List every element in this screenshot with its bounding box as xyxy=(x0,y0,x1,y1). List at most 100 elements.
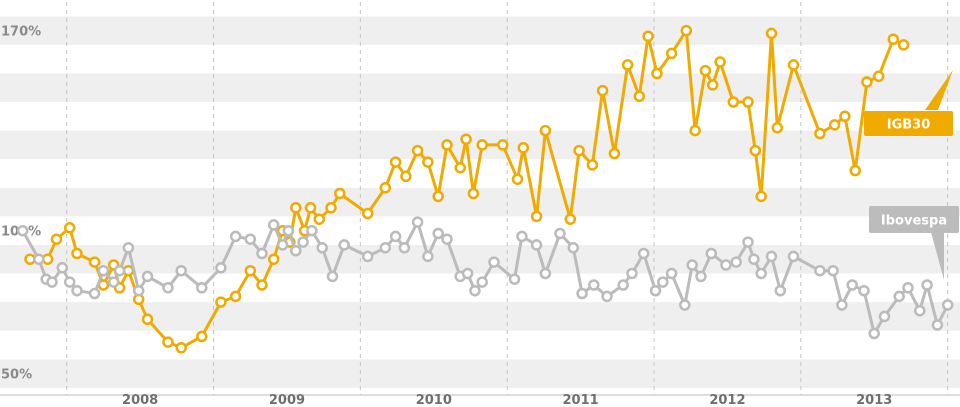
data-point xyxy=(836,299,848,311)
data-point xyxy=(196,330,208,343)
background-band xyxy=(0,2,960,17)
data-point xyxy=(755,267,767,280)
data-point xyxy=(379,182,392,194)
data-point xyxy=(765,27,778,40)
data-point xyxy=(564,213,577,225)
data-point xyxy=(787,250,800,263)
y-tick-label: 170% xyxy=(1,25,41,40)
data-point xyxy=(88,256,101,268)
data-point xyxy=(244,233,257,245)
data-point xyxy=(33,253,45,265)
data-point xyxy=(56,262,69,274)
background-band xyxy=(0,330,960,360)
data-point xyxy=(665,47,678,60)
data-point xyxy=(651,67,663,80)
data-point xyxy=(469,284,481,297)
data-point xyxy=(454,162,466,174)
data-point xyxy=(361,207,374,220)
data-point xyxy=(626,267,638,280)
data-point xyxy=(175,264,187,277)
data-point xyxy=(554,227,566,240)
legend-pointer xyxy=(925,70,953,110)
data-point xyxy=(902,282,914,294)
data-point xyxy=(411,144,424,157)
background-band xyxy=(0,302,960,331)
data-point xyxy=(290,202,302,214)
background-band xyxy=(0,187,960,217)
data-point xyxy=(175,342,187,354)
data-point xyxy=(63,222,76,234)
data-point xyxy=(132,284,145,297)
data-point xyxy=(297,236,309,248)
data-point xyxy=(588,279,600,291)
data-point xyxy=(893,290,905,303)
legend-entry-igb30: IGB30 xyxy=(864,70,953,136)
data-point xyxy=(460,133,472,145)
data-point xyxy=(887,33,900,45)
data-point xyxy=(50,233,63,245)
legend-label: IGB30 xyxy=(887,118,931,133)
data-point xyxy=(162,336,174,348)
data-point xyxy=(256,247,268,260)
data-point xyxy=(689,124,701,137)
data-point xyxy=(215,262,227,274)
data-point xyxy=(705,247,718,260)
legend-box xyxy=(864,111,953,136)
x-tick-label: 2009 xyxy=(269,393,305,407)
data-point xyxy=(596,84,609,97)
data-point xyxy=(256,279,268,291)
legend-pointer xyxy=(931,232,944,280)
data-point xyxy=(361,250,374,263)
data-point xyxy=(858,284,870,297)
data-point xyxy=(511,173,524,185)
data-point xyxy=(686,259,698,271)
data-point xyxy=(141,313,154,326)
data-point xyxy=(787,59,800,71)
data-point xyxy=(839,110,851,123)
data-point xyxy=(196,282,208,294)
data-point xyxy=(679,299,691,311)
data-point xyxy=(215,296,227,308)
data-point xyxy=(914,304,926,317)
data-point xyxy=(539,124,552,137)
data-point xyxy=(742,96,754,108)
data-point xyxy=(141,270,154,283)
background-band xyxy=(0,102,960,131)
background-band xyxy=(0,216,960,245)
data-point xyxy=(497,139,509,151)
y-tick-label: 50% xyxy=(1,368,32,383)
data-point xyxy=(576,287,588,300)
data-point xyxy=(539,267,552,280)
data-point xyxy=(400,170,412,183)
x-tick-label: 2013 xyxy=(856,393,892,407)
data-point xyxy=(432,227,444,240)
legend-entry-ibovespa: Ibovespa xyxy=(869,206,959,280)
data-point xyxy=(304,202,317,214)
data-point xyxy=(244,264,257,277)
data-point xyxy=(379,242,392,254)
series-ibovespa xyxy=(16,216,954,340)
data-point xyxy=(411,216,424,228)
x-tick-label: 2010 xyxy=(416,393,452,407)
legend: IGB30 Ibovespa xyxy=(864,70,959,280)
data-point xyxy=(748,253,760,265)
data-point xyxy=(868,327,880,340)
data-point xyxy=(849,164,861,177)
data-point xyxy=(586,159,599,171)
data-point xyxy=(282,224,295,237)
data-point xyxy=(680,24,693,37)
x-axis-tick-labels: 2008 2009 2010 2011 2012 2013 xyxy=(122,393,892,407)
data-point xyxy=(573,144,585,157)
data-point xyxy=(313,213,326,225)
legend-box xyxy=(869,206,959,233)
background-band xyxy=(0,73,960,103)
data-point xyxy=(63,276,76,288)
data-point xyxy=(113,264,126,277)
data-point xyxy=(567,242,580,254)
data-point xyxy=(617,279,629,291)
data-point xyxy=(695,270,707,283)
data-point xyxy=(642,30,654,43)
data-point xyxy=(326,270,339,283)
data-point xyxy=(88,287,101,300)
x-tick-label: 2011 xyxy=(563,393,599,407)
